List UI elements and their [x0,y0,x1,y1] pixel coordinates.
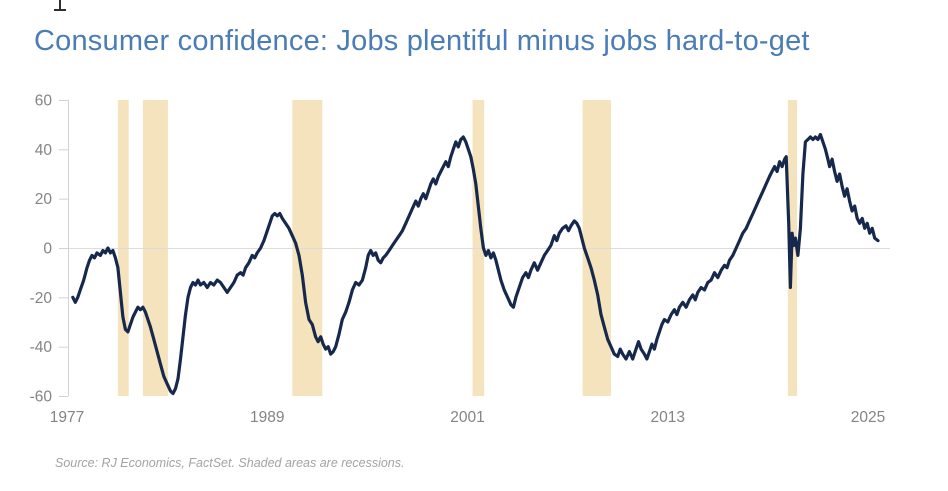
x-tick-label: 1989 [250,409,284,426]
y-tick-label: -20 [30,290,53,307]
confidence-line [71,132,880,396]
x-tick-label: 1977 [50,409,84,426]
y-tick-label: 0 [43,241,52,258]
x-tick-label: 2025 [851,409,885,426]
text-cursor-icon [0,0,70,14]
source-note: Source: RJ Economics, FactSet. Shaded ar… [55,456,405,470]
y-tick-label: 60 [35,93,53,110]
y-tick-label: -60 [30,389,53,406]
y-tick-label: 20 [35,191,53,208]
x-tick-label: 2013 [651,409,685,426]
text-cursor-stem [59,0,61,10]
text-cursor-bar [54,9,66,11]
x-tick-label: 2001 [450,409,484,426]
y-tick-label: 40 [35,142,53,159]
chart-title: Consumer confidence: Jobs plentiful minu… [34,25,810,57]
y-tick-label: -40 [30,339,53,356]
